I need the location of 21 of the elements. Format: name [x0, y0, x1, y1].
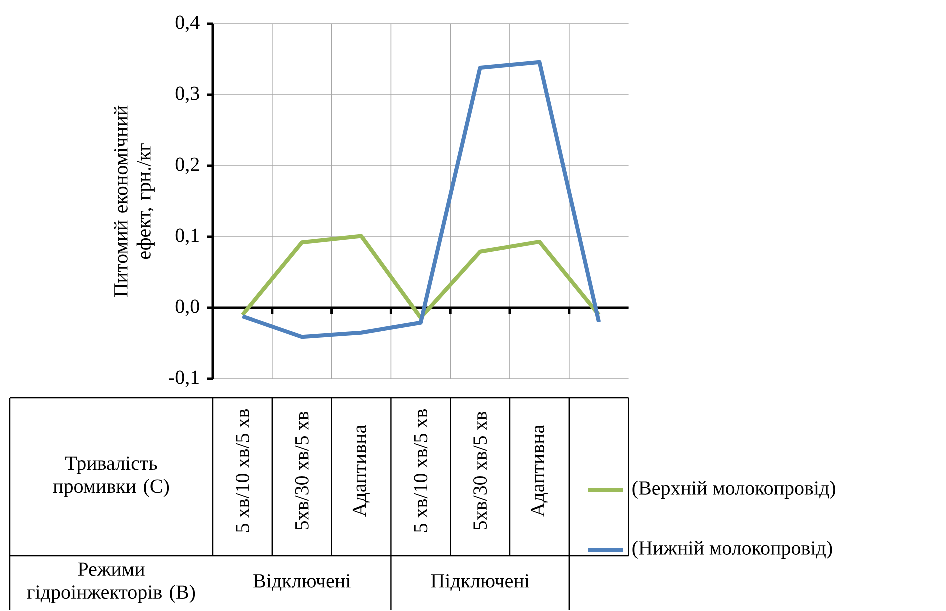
x-tick-label: Адаптивна: [531, 425, 548, 518]
y-tick-label: -0,1: [169, 371, 199, 388]
legend-label: (Нижній молокопровід): [632, 541, 832, 560]
legend-label: (Верхній молокопровід): [632, 481, 836, 500]
text: Відключені: [254, 574, 351, 592]
text: Режими гідроінжекторів (В): [27, 563, 196, 604]
x-tick-label: 5хв/30 хв/5 хв: [295, 412, 309, 530]
x-tick-label: 5 хв/10 хв/5 хв: [236, 410, 250, 532]
y-tick-label: 0,2: [176, 158, 200, 174]
y-tick-label: 0,3: [176, 87, 200, 104]
text: Підключені: [431, 574, 530, 592]
y-tick-label: 0,1: [176, 229, 199, 246]
y-axis-title: Питомий економічний ефект, грн./кг: [114, 106, 155, 298]
line-series: [240, 234, 602, 320]
line-series: [240, 60, 602, 340]
x-axis-title: Тривалість промивки (С): [53, 456, 170, 498]
y-tick-label: 0,4: [176, 16, 200, 32]
x-tick-label: 5хв/30 хв/5 хв: [474, 412, 488, 530]
x-tick-label: Адаптивна: [352, 425, 370, 518]
x-tick-label: 5 хв/10 хв/5 хв: [414, 410, 428, 532]
y-tick-label: 0,0: [176, 300, 200, 316]
